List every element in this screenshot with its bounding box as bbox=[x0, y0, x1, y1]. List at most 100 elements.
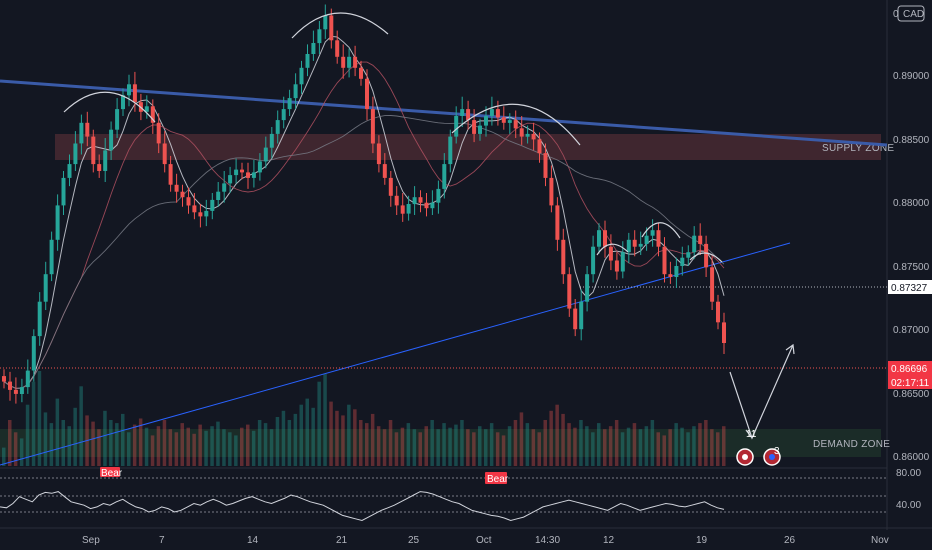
time-tick-7: 12 bbox=[603, 535, 615, 546]
volume-bar bbox=[722, 426, 726, 466]
volume-bar bbox=[192, 433, 196, 466]
event-badges[interactable]: 11 3 bbox=[736, 429, 781, 466]
candle-body bbox=[495, 109, 500, 118]
candlestick bbox=[454, 106, 459, 144]
time-tick-9: 26 bbox=[784, 535, 796, 546]
volume-bar bbox=[579, 420, 583, 466]
candle-body bbox=[567, 274, 572, 309]
candlestick bbox=[115, 98, 120, 138]
candle-body bbox=[460, 109, 465, 116]
volume-bar bbox=[478, 426, 482, 466]
candlestick bbox=[329, 8, 334, 49]
candle-body bbox=[698, 235, 703, 244]
candlestick bbox=[365, 69, 369, 121]
demand-zone-label: DEMAND ZONE bbox=[813, 439, 890, 450]
candlestick bbox=[210, 193, 215, 220]
candlestick bbox=[382, 153, 387, 185]
volume-bar bbox=[662, 435, 666, 466]
candle-body bbox=[79, 122, 84, 144]
volume-bar bbox=[109, 420, 113, 466]
price-tick-2: 0.88000 bbox=[893, 198, 930, 209]
time-tick-10: Nov bbox=[871, 535, 889, 546]
time-tick-5: Oct bbox=[476, 535, 492, 546]
volume-bar bbox=[222, 429, 226, 466]
candlestick bbox=[73, 131, 78, 171]
candle-body bbox=[198, 212, 203, 217]
candlestick bbox=[597, 223, 601, 254]
volume-bar bbox=[519, 412, 524, 466]
candlestick bbox=[424, 193, 429, 217]
volume-bar bbox=[2, 447, 6, 466]
candle-body bbox=[501, 117, 506, 123]
candlestick bbox=[156, 113, 161, 154]
time-axis[interactable]: Sep 7 14 21 25 Oct 14:30 12 19 26 Nov bbox=[82, 535, 889, 546]
currency-box[interactable] bbox=[897, 5, 925, 22]
volume-bar bbox=[156, 426, 161, 466]
candle-body bbox=[430, 202, 435, 209]
candle-body bbox=[8, 381, 12, 390]
candle-body bbox=[329, 15, 334, 41]
volume-bar bbox=[55, 398, 60, 466]
candle-body bbox=[246, 172, 250, 178]
candle-body bbox=[269, 133, 274, 148]
candle-body bbox=[311, 43, 316, 54]
volume-bar bbox=[698, 423, 702, 466]
candle-body bbox=[13, 389, 18, 394]
demand-zone[interactable]: DEMAND ZONE bbox=[0, 429, 890, 457]
volume-bar bbox=[210, 426, 214, 466]
candle-body bbox=[186, 197, 191, 206]
price-axis[interactable]: CAD 0.89000 0.88500 0.88000 0.87500 0.87… bbox=[888, 5, 932, 511]
candlestick bbox=[460, 96, 465, 127]
candlestick bbox=[251, 160, 256, 188]
candlestick bbox=[359, 60, 363, 86]
volume-bar bbox=[680, 427, 684, 466]
volume-bar bbox=[281, 410, 286, 466]
volume-bar bbox=[365, 423, 369, 466]
volume-bar bbox=[263, 423, 268, 466]
bear-marker-1[interactable]: Bear bbox=[100, 467, 123, 479]
arc-annotation-1 bbox=[63, 91, 156, 123]
candlestick bbox=[347, 48, 352, 78]
candlestick bbox=[692, 226, 697, 260]
volume-bar bbox=[43, 412, 48, 466]
volume-bar bbox=[501, 435, 506, 466]
time-tick-1: 7 bbox=[159, 535, 165, 546]
candlestick bbox=[674, 257, 679, 288]
candlestick bbox=[573, 299, 578, 337]
volume-bar bbox=[198, 424, 202, 466]
candle-body bbox=[210, 199, 215, 211]
candlestick bbox=[97, 154, 102, 178]
candle-body bbox=[156, 122, 161, 144]
candlestick bbox=[507, 113, 512, 134]
volume-bar bbox=[608, 426, 613, 466]
bear-marker-2[interactable]: Bear bbox=[485, 472, 509, 485]
candle-body bbox=[549, 177, 554, 206]
descending-trendline[interactable] bbox=[0, 79, 888, 147]
bear-marker-2-label: Bear bbox=[487, 474, 509, 485]
candlestick bbox=[537, 132, 542, 163]
ascending-trendline[interactable] bbox=[0, 242, 791, 466]
volume-bar bbox=[561, 413, 565, 466]
candle-body bbox=[388, 177, 393, 196]
candle-body bbox=[55, 205, 60, 240]
supply-zone[interactable]: SUPPLY ZONE bbox=[55, 134, 894, 160]
volume-bar bbox=[251, 430, 256, 466]
candle-body bbox=[2, 376, 6, 382]
candlestick bbox=[79, 114, 84, 155]
candlestick bbox=[180, 184, 185, 207]
candle-body bbox=[43, 274, 48, 302]
volume-bar bbox=[454, 424, 458, 466]
volume-bar bbox=[115, 423, 119, 466]
candle-body bbox=[287, 98, 292, 110]
candle-body bbox=[19, 387, 24, 394]
volume-bar bbox=[246, 424, 250, 466]
candle-body bbox=[591, 246, 596, 275]
volume-bar bbox=[650, 420, 655, 466]
volume-bar bbox=[127, 432, 131, 466]
moving-average-30 bbox=[3, 115, 725, 389]
candlestick bbox=[269, 127, 274, 159]
price-tick-3: 0.87500 bbox=[893, 262, 930, 273]
candlestick bbox=[293, 73, 298, 110]
volume-bar bbox=[614, 420, 619, 466]
